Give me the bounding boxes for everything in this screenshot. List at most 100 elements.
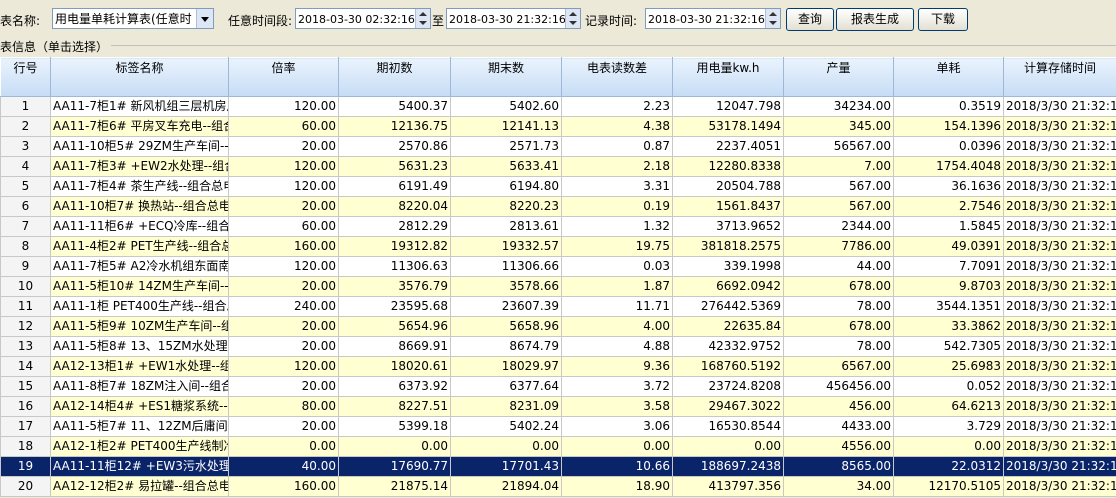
table-row[interactable]: 15 AA11-8柜7# 18ZM注入间--组合总 20.00 6373.92 6377… (0, 376, 1116, 397)
record-time-input[interactable]: 2018-03-30 21:32:16 (645, 8, 781, 29)
start-time-input[interactable]: 2018-03-30 02:32:16 (295, 8, 431, 29)
table-cell: 0.00 (228, 436, 339, 457)
table-cell: 3544.1351 (893, 296, 1004, 317)
table-cell: 12141.13 (450, 116, 562, 137)
table-cell: 20.00 (228, 136, 339, 157)
table-cell: 25.6983 (893, 356, 1004, 377)
table-cell: 23724.8208 (672, 376, 784, 397)
start-time: 2018-03-30 02:32:16 (298, 13, 415, 26)
end-time-input[interactable]: 2018-03-30 21:32:16 (446, 8, 581, 29)
table-cell: 1561.8437 (672, 196, 784, 217)
table-cell: AA11-4柜2# PET生产线--组合总电 (50, 236, 229, 257)
query-button[interactable]: 查询 (786, 8, 834, 31)
table-cell: AA11-8柜7# 18ZM注入间--组合总 (50, 376, 229, 397)
table-cell: 120.00 (228, 156, 339, 177)
table-cell: 42332.9752 (672, 336, 784, 357)
table-row[interactable]: 1 AA11-7柜1# 新风机组三层机房风 120.00 5400.37 5402.60… (0, 96, 1116, 117)
table-cell: 11 (0, 296, 51, 317)
table-cell: 21894.04 (450, 476, 562, 497)
table-cell: 2018/3/30 21:32:16 (1003, 136, 1116, 157)
table-cell: 456456.00 (783, 376, 894, 397)
table-cell: 0.3519 (893, 96, 1004, 117)
range-label: 任意时间段: (228, 14, 293, 28)
table-cell: 2018/3/30 21:32:16 (1003, 336, 1116, 357)
table-cell: 5658.96 (450, 316, 562, 337)
table-row[interactable]: 12 AA11-5柜9# 10ZM生产车间--组合 20.00 5654.96 5658… (0, 316, 1116, 337)
table-cell: 6567.00 (783, 356, 894, 377)
table-cell: 542.7305 (893, 336, 1004, 357)
table-cell: 0.00 (338, 436, 451, 457)
table-cell: 567.00 (783, 196, 894, 217)
table-cell: 2018/3/30 21:32:16 (1003, 216, 1116, 237)
table-cell: 29467.3022 (672, 396, 784, 417)
table-cell: 13 (0, 336, 51, 357)
table-cell: 3.06 (561, 416, 673, 437)
table-cell: 0.00 (893, 436, 1004, 457)
table-row[interactable]: 2 AA11-7柜6# 平房叉车充电--组合总 60.00 12136.75 12141… (0, 116, 1116, 137)
table-cell: 2 (0, 116, 51, 137)
table-row[interactable]: 18 AA12-1柜2# PET400生产线制冷 0.00 0.00 0.00 0.00 0… (0, 436, 1116, 457)
table-cell: 33.3862 (893, 316, 1004, 337)
column-header: 期末数 (450, 57, 562, 97)
table-cell: 8669.91 (338, 336, 451, 357)
table-cell: 276442.5369 (672, 296, 784, 317)
table-cell: 20.00 (228, 416, 339, 437)
table-cell: 2018/3/30 21:32:16 (1003, 316, 1116, 337)
table-cell: 3.58 (561, 396, 673, 417)
table-row[interactable]: 8 AA11-4柜2# PET生产线--组合总电 160.00 19312.82 193… (0, 236, 1116, 257)
table-cell: 21875.14 (338, 476, 451, 497)
table-cell: 413797.356 (672, 476, 784, 497)
table-cell: 2018/3/30 21:32:16 (1003, 416, 1116, 437)
end-time: 2018-03-30 21:32:16 (449, 13, 566, 26)
download-button[interactable]: 下载 (918, 8, 968, 31)
table-cell: 22.0312 (893, 456, 1004, 477)
table-cell: 2018/3/30 21:32:16 (1003, 436, 1116, 457)
table-cell: 5633.41 (450, 156, 562, 177)
table-cell: 7.7091 (893, 256, 1004, 277)
table-cell: 1754.4048 (893, 156, 1004, 177)
table-cell: 9.36 (561, 356, 673, 377)
table-cell: 5402.24 (450, 416, 562, 437)
record-time: 2018-03-30 21:32:16 (648, 13, 765, 26)
table-cell: 2344.00 (783, 216, 894, 237)
table-row[interactable]: 6 AA11-10柜7# 换热站--组合总电能 20.00 8220.04 8220.2… (0, 196, 1116, 217)
table-cell: 12170.5105 (893, 476, 1004, 497)
table-cell: 18 (0, 436, 51, 457)
table-cell: 11306.66 (450, 256, 562, 277)
table-cell: 0.052 (893, 376, 1004, 397)
table-row[interactable]: 9 AA11-7柜5# A2冷水机组东面南侧 120.00 11306.63 11306… (0, 256, 1116, 277)
table-cell: 2018/3/30 21:32:16 (1003, 156, 1116, 177)
report-name-select[interactable]: 用电量单耗计算表(任意时 (52, 8, 214, 29)
table-cell: 381818.2575 (672, 236, 784, 257)
column-header: 单耗 (893, 57, 1004, 97)
table-row[interactable]: 14 AA12-13柜1# +EW1水处理--组合 120.00 18020.61 18… (0, 356, 1116, 377)
generate-button[interactable]: 报表生成 (836, 8, 914, 31)
table-cell: AA11-10柜7# 换热站--组合总电能 (50, 196, 229, 217)
table-row[interactable]: 7 AA11-11柜6# +ECQ冷库--组合总 60.00 2812.29 2813.… (0, 216, 1116, 237)
table-cell: 19 (0, 456, 51, 477)
table-cell: 3 (0, 136, 51, 157)
table-cell: 2237.4051 (672, 136, 784, 157)
table-row[interactable]: 11 AA11-1柜 PET400生产线--组合总 240.00 23595.68 23… (0, 296, 1116, 317)
table-cell: 14 (0, 356, 51, 377)
table-cell: 3.729 (893, 416, 1004, 437)
table-cell: 34234.00 (783, 96, 894, 117)
column-header: 产量 (783, 57, 894, 97)
table-row[interactable]: 5 AA11-7柜4# 茶生产线--组合总电 120.00 6191.49 6194.8… (0, 176, 1116, 197)
table-row[interactable]: 20 AA12-12柜2# 易拉罐--组合总电能 160.00 21875.14 218… (0, 476, 1116, 497)
table-cell: 678.00 (783, 316, 894, 337)
table-cell: 456.00 (783, 396, 894, 417)
table-cell: 1.87 (561, 276, 673, 297)
table-cell: 19332.57 (450, 236, 562, 257)
table-cell: 2018/3/30 21:32:16 (1003, 96, 1116, 117)
header-row: 行号 标签名称 倍率 期初数 期末数 电表读数差 用电量kw.h 产量 单耗 计算存储时间 (0, 57, 1116, 97)
table-cell: 1.32 (561, 216, 673, 237)
table-cell: 168760.5192 (672, 356, 784, 377)
